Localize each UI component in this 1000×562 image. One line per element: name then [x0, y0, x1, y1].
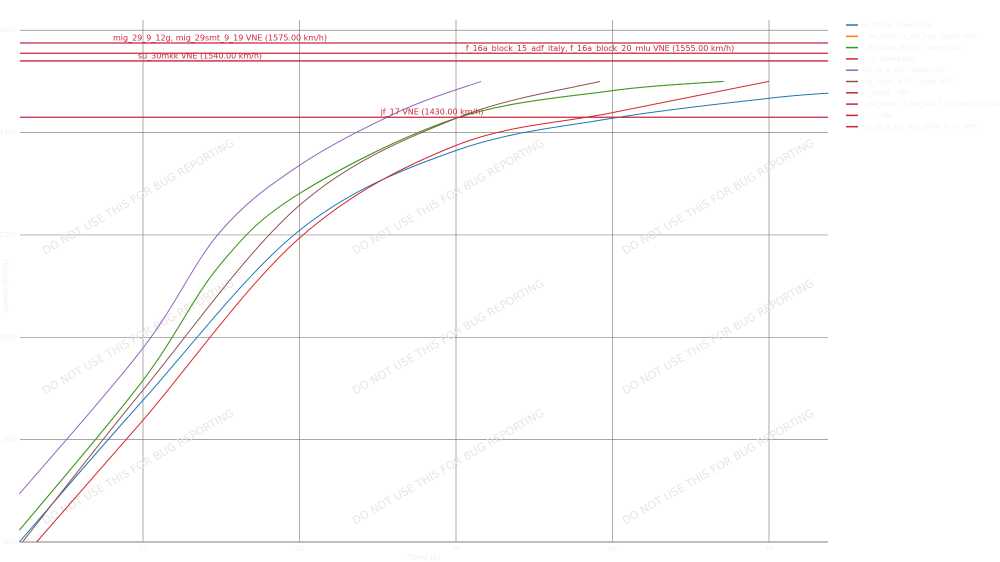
legend-item[interactable]: jf_17 - VNE: [846, 112, 894, 119]
legend-item[interactable]: f_16a_block_20_mlu - Speed (IAS): [846, 45, 962, 52]
legend-label: mig_29smt_9_19 - Speed (IAS): [861, 79, 953, 86]
watermark: DO NOT USE THIS FOR BUG REPORTING: [620, 137, 816, 258]
legend-label: mig_29_9_12g, mig_29smt_9_19 - VNE: [861, 124, 977, 131]
vne-label: jf_17 VNE (1430.00 km/h): [380, 108, 484, 117]
legend-label: su_30mkk - Speed (IAS): [861, 22, 932, 29]
legend-item[interactable]: mig_29_9_12g, mig_29smt_9_19 - VNE: [846, 124, 977, 131]
tick-labels: 10 20 30 40 50 600 800 1000 1200 1400 1600: [0, 26, 773, 553]
grid: [20, 20, 828, 543]
legend-item[interactable]: mig_29smt_9_19 - Speed (IAS): [846, 79, 953, 86]
watermark: DO NOT USE THIS FOR BUG REPORTING: [620, 407, 816, 528]
legend-label: mig_29_9_12g - Speed (IAS): [861, 67, 945, 74]
legend-item[interactable]: f_16a_block_15_adf_italy, f_16a_block_20…: [846, 101, 1000, 108]
legend-label: f_16a_block_15_adf_italy, f_16a_block_20…: [861, 101, 1000, 108]
watermark: DO NOT USE THIS FOR BUG REPORTING: [40, 407, 236, 528]
vne-label: f_16a_block_15_adf_italy, f_16a_block_20…: [466, 44, 734, 53]
x-tick-label: 50: [765, 545, 774, 553]
legend[interactable]: su_30mkk - Speed (IAS) f_16a_block_15_adf…: [846, 22, 1000, 131]
series-line-mig_29_9_12g: [18, 80, 482, 495]
legend-label: f_16a_block_20_mlu - Speed (IAS): [861, 45, 962, 52]
y-tick-label: 800: [4, 436, 17, 444]
legend-label: f_16a_block_15_adf_italy - Speed (IAS): [861, 33, 977, 40]
y-tick-label: 600: [4, 538, 17, 546]
legend-item[interactable]: su_30mkk - VNE: [846, 90, 910, 97]
legend-item[interactable]: f_16a_block_15_adf_italy - Speed (IAS): [846, 33, 977, 40]
watermark: DO NOT USE THIS FOR BUG REPORTING: [350, 407, 546, 528]
vne-label: su_30mkk VNE (1540.00 km/h): [138, 51, 262, 60]
series-line-f_16a_block_15_adf_italy: [18, 80, 724, 531]
x-tick-label: 40: [608, 545, 617, 553]
x-tick-label: 10: [139, 545, 148, 553]
x-tick-label: 20: [295, 545, 304, 553]
y-tick-label: 1000: [0, 333, 17, 341]
legend-label: jf_17 - VNE: [860, 112, 894, 119]
series-line-su_30mkk: [18, 92, 829, 543]
legend-label: su_30mkk - VNE: [861, 90, 910, 97]
series-lines: [18, 80, 829, 543]
y-tick-label: 1200: [0, 231, 17, 239]
legend-item[interactable]: jf_17 - Speed (IAS): [846, 56, 916, 63]
legend-item[interactable]: mig_29_9_12g - Speed (IAS): [846, 67, 945, 74]
series-line-f_16a_block_20_mlu: [18, 80, 724, 531]
series-line-jf_17: [36, 80, 770, 543]
legend-item[interactable]: su_30mkk - Speed (IAS): [846, 22, 932, 29]
vne-label: mig_29_9_12g, mig_29smt_9_19 VNE (1575.0…: [113, 34, 327, 43]
vne-lines: su_30mkk VNE (1540.00 km/h) f_16a_block_1…: [20, 34, 828, 118]
watermark: DO NOT USE THIS FOR BUG REPORTING: [40, 137, 236, 258]
watermark: DO NOT USE THIS FOR BUG REPORTING: [350, 137, 546, 258]
y-tick-label: 1400: [0, 129, 17, 137]
x-tick-label: 30: [452, 545, 461, 553]
legend-label: jf_17 - Speed (IAS): [860, 56, 916, 63]
series-line-mig_29smt_9_19: [22, 80, 601, 543]
y-axis-label: Speed (km/h): [1, 259, 10, 313]
watermarks: DO NOT USE THIS FOR BUG REPORTING DO NOT …: [40, 137, 816, 528]
y-tick-label: 1600: [0, 26, 17, 34]
x-axis-label: Time (s): [407, 553, 441, 562]
